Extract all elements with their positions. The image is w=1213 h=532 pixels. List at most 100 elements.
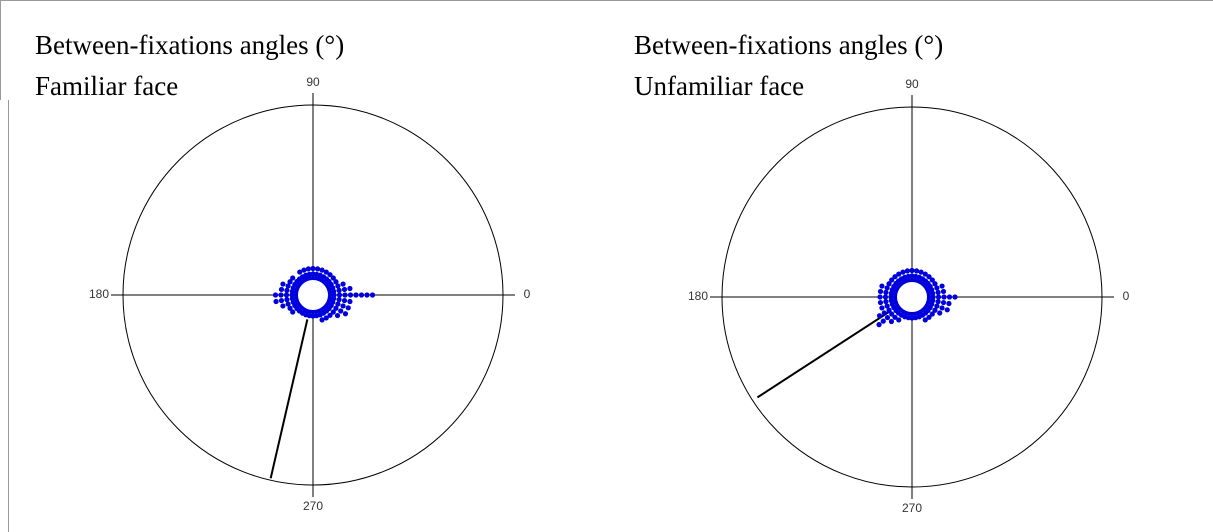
dot	[877, 294, 883, 300]
dot	[922, 317, 928, 323]
dot	[345, 305, 351, 311]
dot	[347, 298, 353, 305]
dot	[932, 307, 938, 313]
dot	[882, 294, 889, 300]
dot	[946, 300, 952, 307]
dot	[879, 305, 885, 311]
dot	[278, 297, 285, 304]
dot	[347, 292, 354, 298]
dot	[340, 303, 346, 309]
dot	[889, 311, 895, 317]
dot	[883, 299, 889, 305]
dot	[336, 292, 343, 298]
dot	[323, 269, 329, 275]
dot	[888, 318, 895, 325]
dot	[937, 310, 943, 316]
dot	[369, 292, 376, 298]
theta-tick-label: 90	[905, 77, 919, 91]
dot	[331, 296, 337, 302]
dot	[926, 274, 932, 280]
dot	[278, 292, 284, 298]
dot	[342, 311, 349, 317]
dot	[946, 294, 953, 300]
dot	[904, 268, 910, 274]
dot	[330, 309, 336, 315]
theta-tick-label: 180	[89, 287, 109, 301]
dot	[284, 287, 290, 293]
dot	[280, 303, 286, 309]
dot	[338, 308, 344, 314]
dot	[939, 283, 945, 289]
dot	[883, 289, 889, 295]
dot	[333, 305, 339, 311]
dot	[900, 269, 906, 275]
dot	[879, 283, 885, 289]
dot	[914, 268, 920, 274]
dot	[330, 275, 336, 281]
dot	[880, 318, 886, 324]
dot	[896, 271, 902, 277]
dot	[877, 288, 884, 295]
dot	[892, 314, 898, 320]
dot	[940, 299, 947, 306]
dot	[929, 277, 935, 283]
dot	[333, 279, 339, 285]
inner-circle	[893, 278, 931, 316]
dot	[297, 269, 303, 275]
dot	[336, 297, 342, 303]
dot	[336, 287, 342, 293]
dot	[301, 267, 307, 273]
dot	[353, 292, 359, 298]
dot	[273, 298, 279, 305]
dot	[284, 297, 290, 303]
dot	[884, 285, 890, 291]
mean-vector	[756, 309, 892, 399]
dot	[934, 285, 940, 291]
dot	[940, 288, 947, 295]
dot	[287, 305, 293, 311]
dot	[290, 309, 296, 315]
theta-tick-label: 270	[303, 499, 323, 513]
dot	[285, 301, 291, 307]
dot	[347, 285, 353, 292]
chart-title: Between-fixations angles (°)	[35, 30, 344, 60]
theta-tick-label: 0	[524, 287, 531, 301]
dot	[884, 303, 890, 309]
dot	[280, 281, 286, 287]
dot	[364, 292, 370, 298]
dot	[876, 322, 882, 328]
dot	[876, 313, 883, 319]
dot	[930, 298, 936, 304]
dot	[918, 269, 924, 275]
dot	[934, 303, 940, 309]
dot	[886, 307, 892, 313]
dot	[278, 286, 285, 293]
dot	[285, 283, 291, 289]
dot	[909, 267, 915, 274]
dot	[319, 317, 325, 323]
inner-circle	[294, 276, 332, 314]
theta-tick-label: 0	[1123, 289, 1130, 303]
dot	[283, 292, 290, 298]
dot	[319, 267, 325, 273]
dot	[952, 294, 958, 300]
dot	[342, 292, 348, 298]
dot	[941, 294, 947, 300]
dot	[929, 311, 935, 317]
theta-tick-label: 270	[902, 501, 922, 515]
dot	[884, 314, 891, 321]
dot	[877, 299, 884, 306]
dot	[939, 305, 945, 311]
dot	[334, 312, 341, 319]
dot	[358, 292, 365, 298]
dot	[944, 307, 950, 313]
dot	[935, 294, 942, 300]
dot	[305, 266, 311, 272]
theta-tick-label: 90	[306, 75, 320, 89]
dot	[290, 275, 296, 281]
dot	[935, 299, 941, 305]
chart-subtitle: Unfamiliar face	[634, 71, 804, 101]
dot	[323, 315, 329, 321]
dot	[335, 301, 341, 307]
